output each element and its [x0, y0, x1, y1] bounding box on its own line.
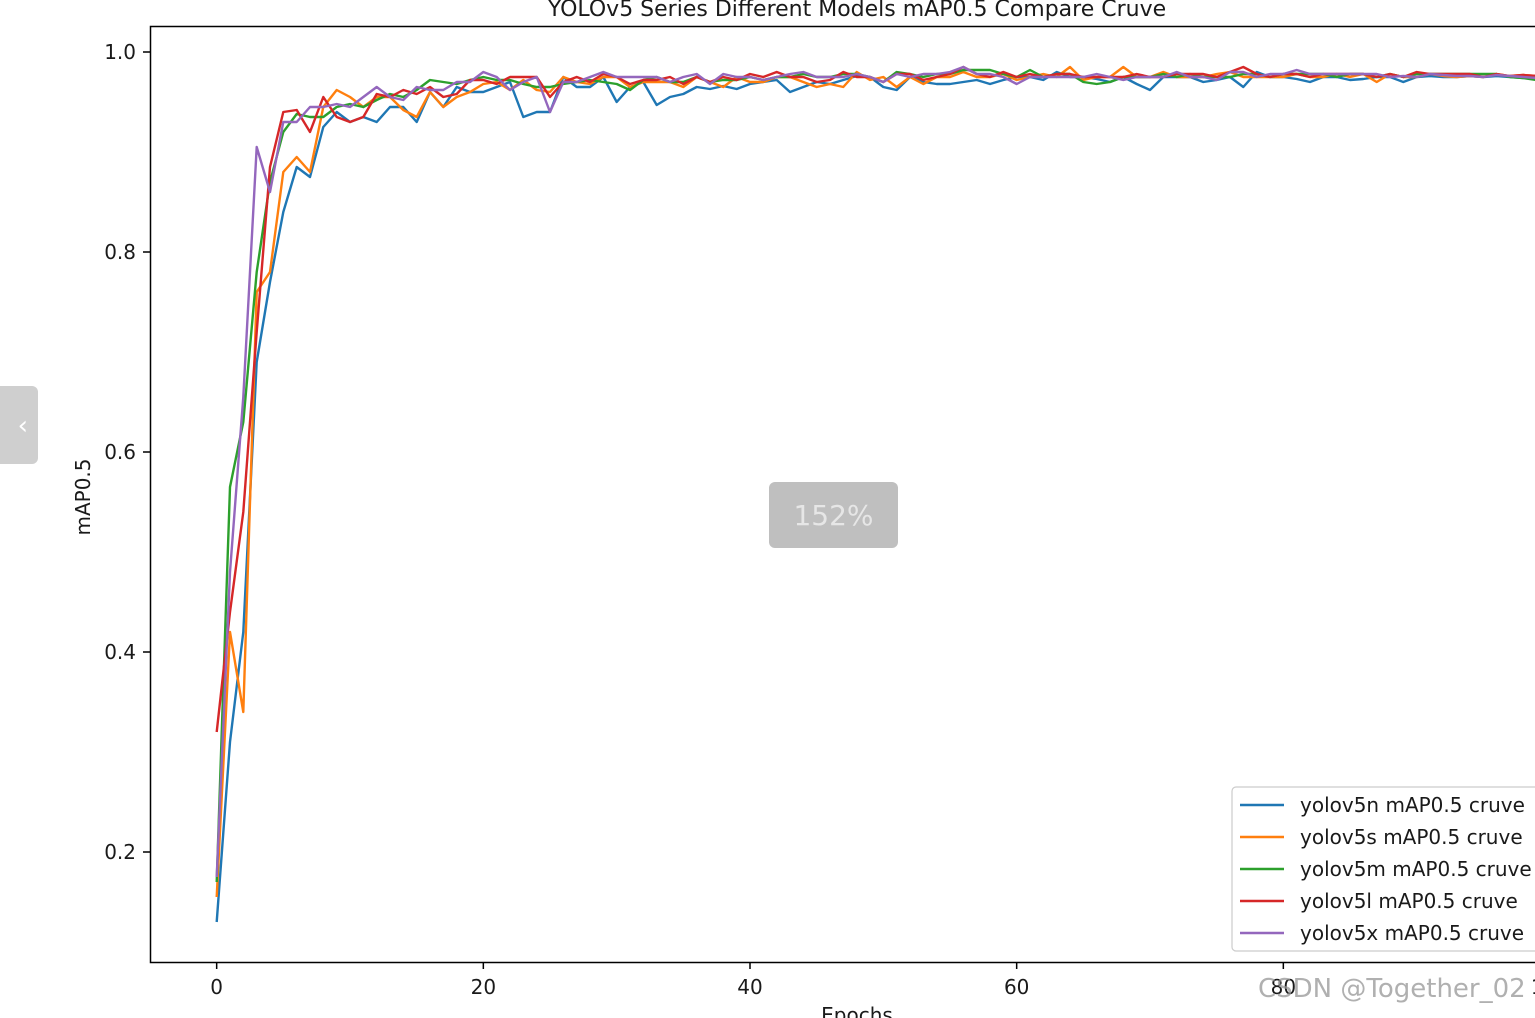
y-tick-label: 0.2	[104, 840, 136, 864]
y-tick-label: 1.0	[104, 40, 136, 64]
legend: yolov5n mAP0.5 cruve yolov5s mAP0.5 cruve…	[1231, 786, 1535, 952]
series-line-4	[215, 65, 1535, 733]
legend-label: yolov5x mAP0.5 cruve	[1300, 921, 1524, 945]
y-tick-label: 0.6	[104, 440, 136, 464]
series-lines	[215, 65, 1535, 923]
zoom-level-badge: 152%	[769, 482, 898, 548]
series-line-3	[215, 68, 1535, 883]
y-tick-label: 0.4	[104, 640, 136, 664]
y-tick-label: 0.8	[104, 240, 136, 264]
x-tick-label: 20	[471, 975, 496, 999]
x-axis-label: Epochs	[821, 1003, 893, 1018]
x-tick-label: 40	[737, 975, 762, 999]
x-tick-label: 100	[1531, 975, 1535, 999]
x-tick-label: 60	[1004, 975, 1029, 999]
legend-label: yolov5n mAP0.5 cruve	[1300, 793, 1525, 817]
plot-frame	[149, 25, 1535, 964]
legend-box	[1231, 786, 1535, 952]
legend-label: yolov5s mAP0.5 cruve	[1300, 825, 1523, 849]
x-tick-label: 80	[1271, 975, 1296, 999]
legend-label: yolov5m mAP0.5 cruve	[1300, 857, 1532, 881]
axis-ticks: 0 20 40 60 80 100 0.2 0.4 0.6 0.8 1.0	[104, 40, 1535, 999]
watermark-text: CSDN @Together_02	[1258, 974, 1526, 1004]
y-axis-label: mAP0.5	[71, 458, 95, 535]
chevron-left-icon: ‹	[17, 411, 28, 441]
previous-image-button[interactable]: ‹	[0, 386, 38, 464]
legend-label: yolov5l mAP0.5 cruve	[1300, 889, 1518, 913]
chart-title: YOLOv5 Series Different Models mAP0.5 Co…	[547, 0, 1166, 22]
x-tick-label: 0	[210, 975, 223, 999]
series-line-5	[215, 65, 1535, 878]
